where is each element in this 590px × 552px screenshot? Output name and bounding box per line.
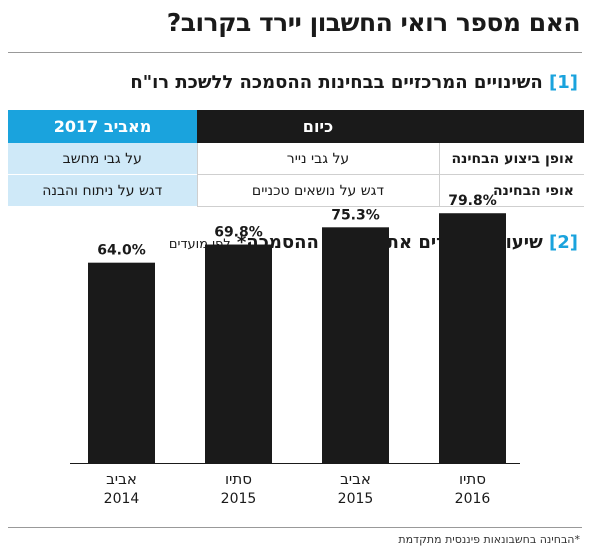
bar-2 <box>322 227 389 463</box>
bar-0 <box>88 262 155 463</box>
section-2-badge: [2] <box>549 232 578 253</box>
table-header-row: כיום מאביב 2017 <box>8 110 584 143</box>
cell-from-2017: על גבי מחשב <box>8 143 197 175</box>
title-divider <box>8 52 582 53</box>
table-header-from-2017: מאביב 2017 <box>8 110 197 143</box>
x-tick-season-0: אביב <box>106 470 137 488</box>
cell-today: דגש על נושאים טכניים <box>196 174 440 207</box>
section-1-badge: [1] <box>549 72 578 93</box>
x-tick-season-3: סתיו <box>459 470 486 488</box>
table-row: אופן ביצוע הבחינה על גבי נייר על גבי מחש… <box>8 143 584 175</box>
x-tick-year-2: 2015 <box>338 491 374 507</box>
bar-value-label-3: 79.8% <box>448 193 497 209</box>
x-tick-year-3: 2016 <box>455 491 491 507</box>
section-1-title: השינויים המרכזיים בבחינות ההסמכה ללשכת ר… <box>130 72 543 93</box>
x-tick-season-2: אביב <box>340 470 371 488</box>
footnote: *הבחינה בחשבונאות פיננסית מתקדמת <box>398 533 580 546</box>
cell-from-2017: דגש על ניתוח והבנה <box>8 174 197 207</box>
section-1-header: [1] השינויים המרכזיים בבחינות ההסמכה ללש… <box>130 72 578 93</box>
bar-value-label-0: 64.0% <box>97 243 146 259</box>
row-label: אופן ביצוע הבחינה <box>439 143 584 175</box>
x-tick-year-1: 2015 <box>221 491 257 507</box>
bar-3 <box>439 213 506 463</box>
table-row: אופי הבחינה דגש על נושאים טכניים דגש על … <box>8 174 584 207</box>
table-header-empty <box>439 110 584 143</box>
page-title: האם מספר רואי החשבון יירד בקרוב? <box>166 8 581 37</box>
table-header-today: כיום <box>197 110 439 143</box>
cell-today: על גבי נייר <box>196 143 440 175</box>
bar-value-label-2: 75.3% <box>331 207 380 223</box>
row-label: אופי הבחינה <box>439 174 584 207</box>
x-tick-year-0: 2014 <box>104 491 140 507</box>
bar-1 <box>205 244 272 463</box>
comparison-table: כיום מאביב 2017 אופן ביצוע הבחינה על גבי… <box>8 110 584 207</box>
x-tick-season-1: סתיו <box>225 470 252 488</box>
footnote-divider <box>8 527 582 528</box>
bar-value-label-1: 69.8% <box>214 225 263 241</box>
